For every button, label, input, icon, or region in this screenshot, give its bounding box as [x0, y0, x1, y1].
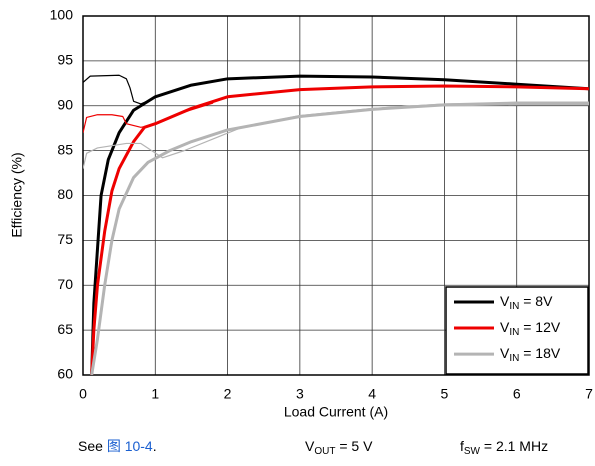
- legend-subscript: IN: [509, 353, 519, 364]
- x-tick-label: 6: [513, 386, 521, 402]
- caption-text: .: [153, 438, 157, 454]
- y-tick-label: 100: [50, 7, 74, 23]
- y-tick-label: 80: [57, 186, 73, 202]
- caption-vout: VOUT = 5 V: [305, 438, 373, 457]
- legend-text: V: [500, 319, 510, 335]
- legend-text: = 12V: [519, 319, 561, 335]
- legend-label: VIN = 18V: [500, 345, 561, 364]
- legend-text: = 18V: [519, 345, 561, 361]
- caption-link[interactable]: 图 10-4: [107, 438, 153, 454]
- x-tick-label: 0: [79, 386, 87, 402]
- x-tick-label: 4: [368, 386, 376, 402]
- x-tick-label: 7: [585, 386, 593, 402]
- legend-label: VIN = 12V: [500, 319, 561, 338]
- x-tick-label: 1: [151, 386, 159, 402]
- x-tick-label: 5: [441, 386, 449, 402]
- series-line: [90, 102, 589, 375]
- legend-label: VIN = 8V: [500, 293, 553, 312]
- y-tick-label: 65: [57, 321, 73, 337]
- caption-text: = 2.1 MHz: [480, 438, 548, 454]
- series-line: [83, 102, 214, 133]
- caption-text: V: [305, 438, 315, 454]
- y-tick-label: 85: [57, 141, 73, 157]
- legend-subscript: IN: [509, 327, 519, 338]
- x-axis-label: Load Current (A): [284, 404, 388, 420]
- caption-see: See 图 10-4.: [78, 438, 157, 454]
- legend-text: = 8V: [519, 293, 553, 309]
- caption-fsw: fSW = 2.1 MHz: [460, 438, 548, 457]
- series-line: [90, 74, 589, 375]
- caption-subscript: OUT: [314, 446, 335, 457]
- y-axis-label: Efficiency (%): [9, 152, 25, 237]
- series-line: [83, 74, 170, 105]
- plot-frame: [82, 15, 590, 376]
- legend-text: V: [500, 345, 510, 361]
- x-tick-label: 2: [224, 386, 232, 402]
- y-tick-label: 95: [57, 52, 73, 68]
- legend-subscript: IN: [509, 301, 519, 312]
- x-tick-label: 3: [296, 386, 304, 402]
- legend-text: V: [500, 293, 510, 309]
- y-tick-label: 60: [57, 366, 73, 382]
- caption-text: f: [460, 438, 464, 454]
- y-tick-label: 75: [57, 231, 73, 247]
- caption-subscript: SW: [464, 446, 481, 457]
- y-tick-label: 70: [57, 276, 73, 292]
- series-line: [83, 101, 589, 169]
- caption-text: = 5 V: [335, 438, 373, 454]
- y-tick-label: 90: [57, 96, 73, 112]
- caption-text: See: [78, 438, 107, 454]
